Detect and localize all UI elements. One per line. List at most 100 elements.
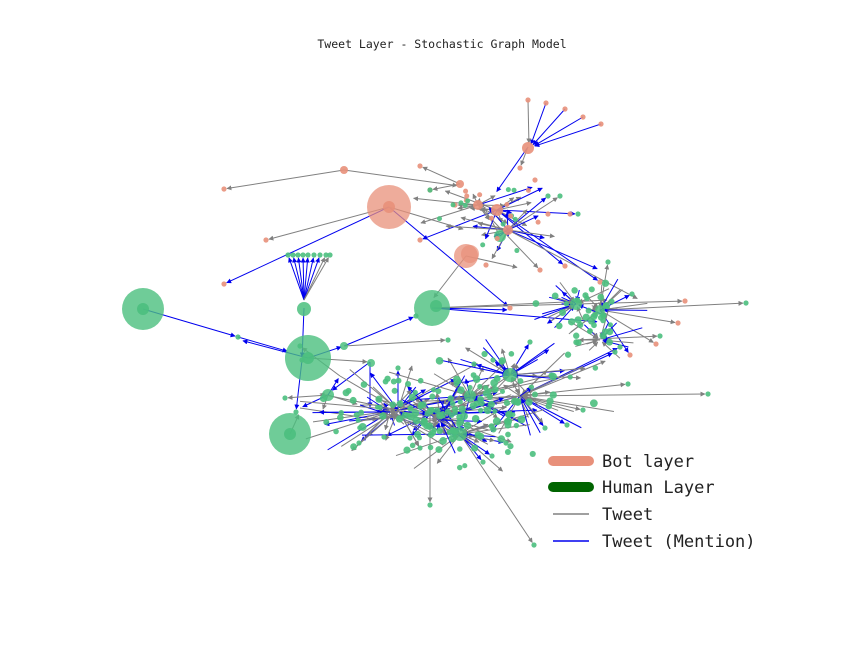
tweet-edge bbox=[305, 411, 388, 440]
bot-node bbox=[517, 165, 523, 171]
human-node bbox=[599, 332, 606, 339]
human-node bbox=[408, 393, 416, 401]
human-node bbox=[137, 303, 149, 315]
mention-edge bbox=[534, 123, 602, 147]
human-node bbox=[568, 318, 576, 326]
tweet-edge bbox=[519, 391, 706, 397]
human-node bbox=[477, 407, 484, 414]
tweet-edge bbox=[422, 166, 461, 185]
human-node bbox=[531, 391, 538, 398]
human-node bbox=[456, 413, 463, 421]
mention-edge bbox=[496, 146, 529, 192]
human-node bbox=[457, 386, 465, 394]
human-node bbox=[417, 377, 424, 384]
mention-edge bbox=[532, 108, 566, 146]
human-node bbox=[395, 365, 401, 371]
human-node bbox=[504, 421, 512, 429]
mention-edge bbox=[388, 206, 509, 307]
human-node bbox=[604, 303, 610, 310]
human-node bbox=[517, 378, 524, 385]
human-node bbox=[451, 406, 459, 413]
human-node bbox=[528, 384, 535, 390]
bot-node bbox=[463, 188, 469, 194]
human-node bbox=[360, 381, 368, 388]
mention-edge bbox=[296, 257, 305, 301]
human-node bbox=[490, 357, 496, 363]
human-node bbox=[513, 422, 520, 429]
human-node bbox=[467, 384, 473, 391]
tweet-edge bbox=[519, 360, 606, 397]
human-node bbox=[456, 378, 462, 385]
human-node bbox=[403, 446, 411, 454]
tweet-edge bbox=[303, 257, 329, 301]
human-node bbox=[395, 377, 402, 384]
human-node bbox=[542, 425, 548, 431]
human-node bbox=[510, 397, 518, 405]
mention-edge bbox=[361, 431, 458, 437]
mention-edge bbox=[366, 396, 388, 411]
human-node bbox=[389, 401, 397, 408]
human-node bbox=[504, 449, 511, 456]
human-node bbox=[482, 390, 490, 397]
tweet-edge bbox=[349, 369, 397, 409]
human-node bbox=[555, 322, 563, 330]
tweet-edge bbox=[226, 169, 345, 191]
human-node bbox=[413, 313, 419, 319]
human-node bbox=[567, 374, 573, 380]
node-layer bbox=[122, 97, 749, 548]
bot-node bbox=[545, 211, 551, 217]
human-node bbox=[574, 316, 582, 324]
human-node bbox=[608, 298, 615, 305]
human-node bbox=[462, 202, 468, 208]
human-node bbox=[477, 432, 485, 440]
human-node bbox=[606, 328, 614, 336]
mention-edge bbox=[534, 116, 584, 146]
human-node bbox=[505, 410, 513, 419]
human-node bbox=[489, 453, 495, 459]
human-node bbox=[423, 422, 431, 430]
tweet-edge bbox=[413, 196, 479, 206]
human-node bbox=[597, 293, 605, 301]
bot-node bbox=[597, 279, 603, 285]
bot-node bbox=[477, 192, 483, 198]
human-node bbox=[299, 357, 305, 363]
human-node bbox=[412, 389, 418, 396]
human-node bbox=[340, 342, 348, 350]
human-node bbox=[481, 350, 488, 358]
bot-node bbox=[417, 163, 423, 169]
human-node bbox=[445, 337, 451, 343]
tweet-edge bbox=[477, 221, 509, 231]
human-node bbox=[503, 440, 509, 446]
human-node bbox=[427, 187, 433, 193]
human-node bbox=[503, 368, 517, 382]
bot-node bbox=[491, 204, 503, 216]
human-node bbox=[492, 417, 501, 426]
mention-edge bbox=[460, 358, 508, 376]
tweet-edge bbox=[514, 388, 520, 394]
human-node bbox=[447, 395, 454, 402]
tweet-edge bbox=[432, 183, 461, 191]
human-node bbox=[438, 411, 446, 419]
human-node bbox=[395, 415, 404, 423]
tweet-edge bbox=[444, 190, 498, 211]
human-node bbox=[285, 252, 291, 258]
mention-edge bbox=[292, 257, 305, 301]
human-node bbox=[629, 291, 635, 297]
tweet-edge bbox=[554, 296, 574, 305]
human-node bbox=[512, 216, 518, 222]
mention-edge bbox=[441, 359, 508, 376]
human-node bbox=[431, 427, 437, 433]
tweet-edge bbox=[343, 169, 458, 188]
tweet-edge bbox=[599, 309, 676, 325]
human-node bbox=[625, 381, 631, 387]
human-node bbox=[412, 416, 421, 425]
human-node bbox=[497, 435, 506, 443]
human-node bbox=[311, 252, 317, 258]
human-node bbox=[582, 313, 590, 322]
human-node bbox=[407, 412, 415, 421]
bot-node bbox=[503, 225, 513, 235]
tweet-edge bbox=[469, 363, 505, 397]
human-node bbox=[450, 202, 456, 208]
bot-node bbox=[682, 298, 688, 304]
human-node bbox=[549, 391, 557, 399]
